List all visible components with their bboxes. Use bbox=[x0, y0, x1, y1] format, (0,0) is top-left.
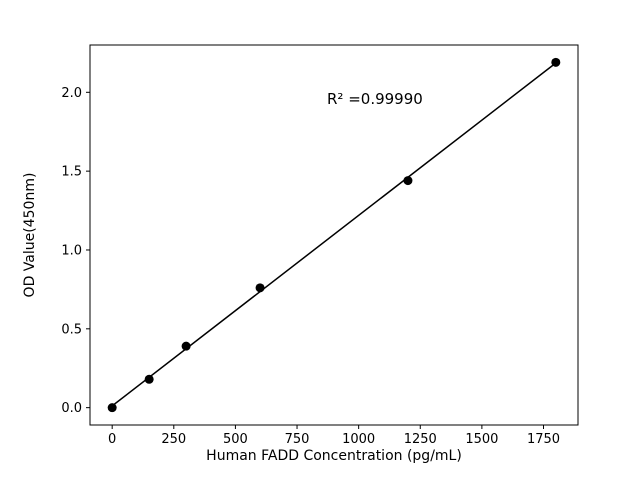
y-tick-label: 0.0 bbox=[61, 401, 82, 416]
x-tick-label: 1500 bbox=[465, 432, 498, 447]
fit-line bbox=[111, 62, 557, 407]
scatter-point bbox=[403, 176, 413, 186]
y-tick-label: 1.5 bbox=[61, 165, 82, 180]
y-tick-label: 1.0 bbox=[61, 243, 82, 258]
y-tick-label: 2.0 bbox=[61, 86, 82, 101]
scatter-point bbox=[181, 341, 191, 351]
plot-frame bbox=[89, 44, 579, 426]
r-squared-annotation: R² =0.99990 bbox=[327, 90, 423, 108]
x-tick-label: 1750 bbox=[527, 432, 560, 447]
x-tick-label: 0 bbox=[108, 432, 116, 447]
scatter-point bbox=[107, 403, 117, 413]
scatter-point bbox=[551, 57, 561, 67]
x-axis-label: Human FADD Concentration (pg/mL) bbox=[206, 448, 462, 464]
scatter-point bbox=[144, 374, 154, 384]
x-tick-label: 250 bbox=[161, 432, 186, 447]
y-tick-label: 0.5 bbox=[61, 322, 82, 337]
x-tick-label: 750 bbox=[285, 432, 310, 447]
scatter-point bbox=[255, 283, 265, 293]
x-tick-label: 1250 bbox=[404, 432, 437, 447]
x-tick-label: 500 bbox=[223, 432, 248, 447]
x-tick-label: 1000 bbox=[342, 432, 375, 447]
y-axis-label: OD Value(450nm) bbox=[22, 172, 38, 298]
